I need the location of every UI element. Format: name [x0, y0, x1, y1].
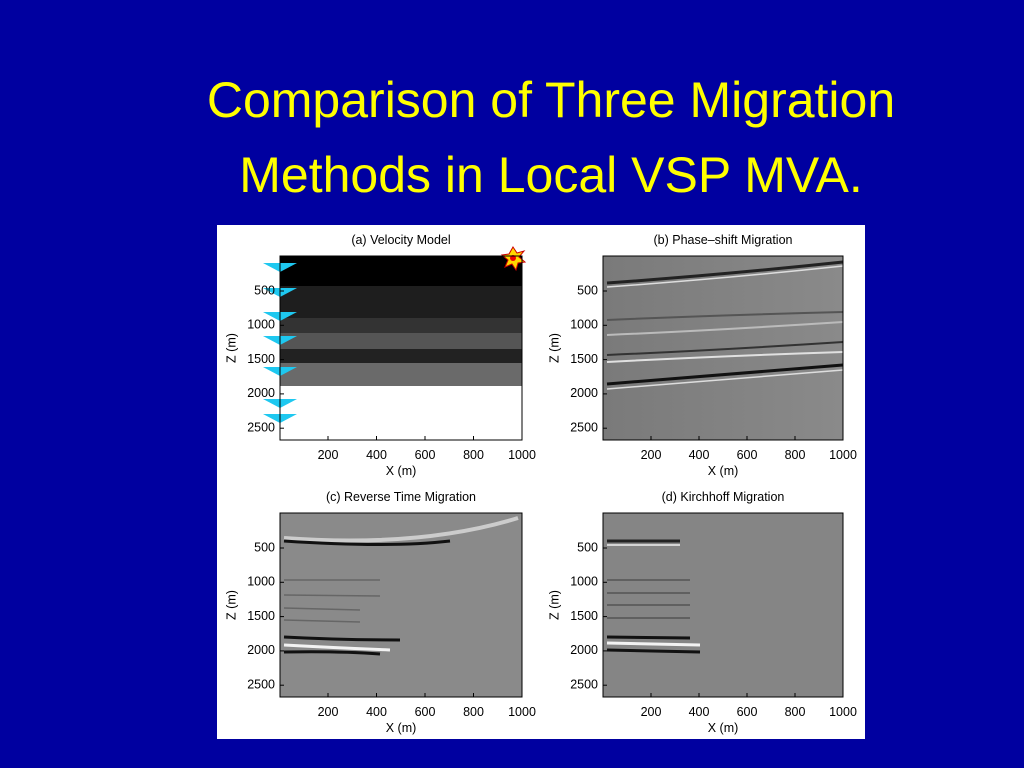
- panel-title: (b) Phase–shift Migration: [654, 233, 793, 247]
- y-tick-label: 500: [254, 540, 275, 554]
- y-tick-label: 1000: [570, 318, 598, 332]
- x-tick-label: 400: [366, 448, 387, 462]
- x-tick-label: 1000: [829, 705, 857, 719]
- x-tick-label: 400: [689, 448, 710, 462]
- y-tick-label: 1500: [247, 609, 275, 623]
- y-tick-label: 1500: [570, 609, 598, 623]
- x-tick-label: 400: [689, 705, 710, 719]
- x-tick-label: 800: [785, 448, 806, 462]
- x-tick-label: 1000: [508, 705, 536, 719]
- x-tick-label: 400: [366, 705, 387, 719]
- x-tick-label: 800: [463, 705, 484, 719]
- y-axis-label: Z (m): [224, 590, 238, 620]
- panel-title: (a) Velocity Model: [351, 233, 450, 247]
- y-tick-label: 500: [577, 283, 598, 297]
- y-tick-label: 2000: [570, 643, 598, 657]
- y-tick-label: 1500: [247, 352, 275, 366]
- axes-box: [279, 512, 523, 698]
- y-tick-label: 500: [254, 283, 275, 297]
- axes-box: [602, 255, 844, 441]
- y-axis-label: Z (m): [547, 590, 561, 620]
- x-tick-label: 600: [415, 448, 436, 462]
- y-tick-label: 500: [577, 540, 598, 554]
- y-tick-label: 1000: [570, 575, 598, 589]
- x-tick-label: 600: [737, 705, 758, 719]
- x-tick-label: 200: [318, 705, 339, 719]
- x-axis-label: X (m): [708, 464, 739, 478]
- y-tick-label: 1500: [570, 352, 598, 366]
- x-tick-label: 200: [318, 448, 339, 462]
- phase-shift-image: [603, 256, 844, 440]
- y-tick-label: 1000: [247, 575, 275, 589]
- slide-title: Methods in Local VSP MVA.: [239, 147, 862, 203]
- x-tick-label: 600: [415, 705, 436, 719]
- x-tick-label: 800: [463, 448, 484, 462]
- axes-box: [602, 512, 844, 698]
- axes-layer: (a) Velocity Model X (m) Z (m) 200 400 600 800…: [224, 233, 857, 735]
- kirchhoff-image: [603, 513, 843, 697]
- reverse-time-image: [280, 513, 522, 697]
- x-tick-label: 800: [785, 705, 806, 719]
- y-tick-label: 2500: [247, 677, 275, 691]
- slide-title: Comparison of Three Migration: [207, 72, 895, 128]
- x-axis-label: X (m): [386, 464, 417, 478]
- x-tick-label: 1000: [829, 448, 857, 462]
- y-tick-label: 1000: [247, 318, 275, 332]
- x-tick-label: 200: [641, 448, 662, 462]
- x-axis-label: X (m): [386, 721, 417, 735]
- axes-box: [279, 255, 523, 441]
- x-tick-label: 600: [737, 448, 758, 462]
- y-axis-label: Z (m): [547, 333, 561, 363]
- x-tick-label: 200: [641, 705, 662, 719]
- y-axis-label: Z (m): [224, 333, 238, 363]
- y-tick-label: 2000: [247, 386, 275, 400]
- x-axis-label: X (m): [708, 721, 739, 735]
- y-tick-label: 2500: [570, 420, 598, 434]
- y-tick-label: 2000: [247, 643, 275, 657]
- x-tick-label: 1000: [508, 448, 536, 462]
- panel-title: (c) Reverse Time Migration: [326, 490, 476, 504]
- panel-title: (d) Kirchhoff Migration: [662, 490, 785, 504]
- y-tick-label: 2500: [570, 677, 598, 691]
- y-tick-label: 2500: [247, 420, 275, 434]
- y-tick-label: 2000: [570, 386, 598, 400]
